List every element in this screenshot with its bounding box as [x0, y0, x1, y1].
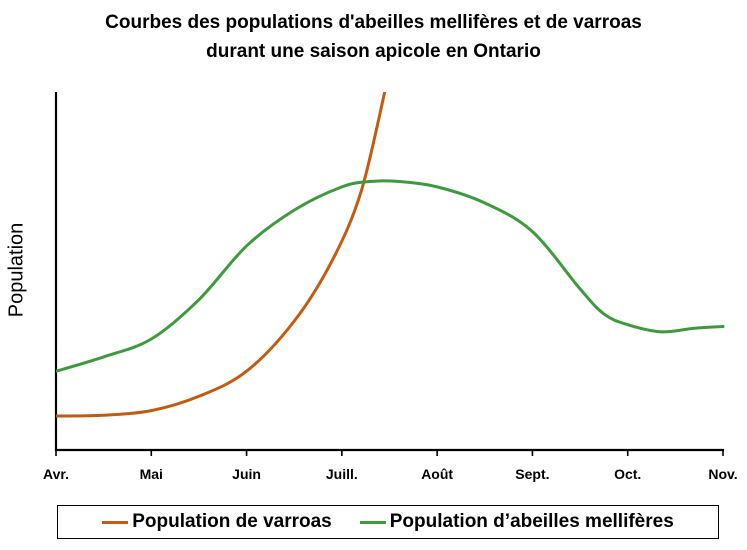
- legend-swatch-varroas: [102, 520, 129, 524]
- x-tick-label: Nov.: [708, 466, 737, 482]
- x-tick-label: Mai: [140, 466, 163, 482]
- line-chart: Avr. Mai Juin Juill. Août Sept. Oct. Nov.: [43, 92, 738, 482]
- chart-title-line-1: Courbes des populations d'abeilles melli…: [105, 12, 642, 33]
- chart-title: Courbes des populations d'abeilles melli…: [0, 8, 747, 66]
- legend-label-varroas: Population de varroas: [132, 511, 332, 532]
- series-layer: [56, 92, 725, 418]
- x-tick-label: Oct.: [614, 466, 641, 482]
- legend: Population de varroas Population d’abeil…: [57, 505, 719, 539]
- x-tick-label: Avr.: [43, 466, 69, 482]
- legend-entry-abeilles: Population d’abeilles mellifères: [359, 511, 674, 533]
- legend-label-abeilles: Population d’abeilles mellifères: [389, 511, 674, 532]
- x-tick-label: Juill.: [326, 466, 358, 482]
- x-tick-labels: Avr. Mai Juin Juill. Août Sept. Oct. Nov.: [43, 466, 738, 482]
- chart-title-line-2: durant une saison apicole en Ontario: [206, 41, 541, 62]
- x-tick-label: Août: [421, 466, 453, 482]
- series-line-abeilles: [56, 179, 725, 373]
- axes: [54, 92, 724, 456]
- series-line-varroas: [56, 92, 387, 418]
- x-tick-label: Sept.: [515, 466, 549, 482]
- legend-swatch-abeilles: [359, 520, 386, 524]
- x-tick-label: Juin: [232, 466, 261, 482]
- legend-entry-varroas: Population de varroas: [102, 511, 332, 533]
